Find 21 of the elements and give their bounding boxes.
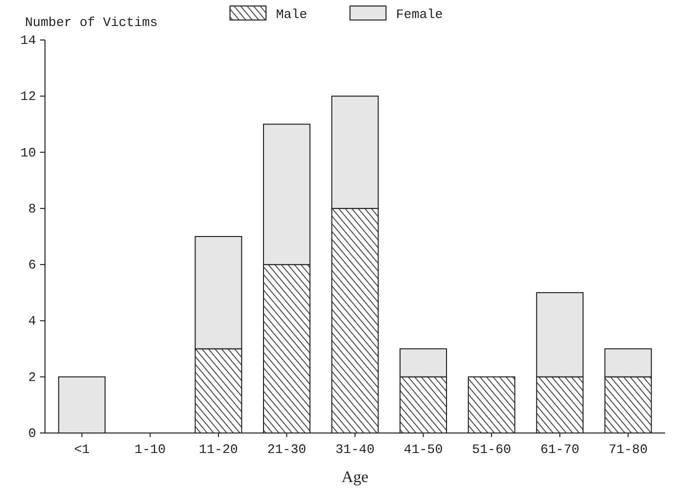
y-tick-label: 10 — [20, 145, 36, 160]
y-tick-label: 8 — [28, 201, 36, 216]
y-tick-label: 2 — [28, 370, 36, 385]
y-tick-label: 12 — [20, 89, 36, 104]
x-tick-label: 41-50 — [404, 442, 443, 457]
x-axis-title: Age — [342, 469, 368, 486]
x-tick-label: <1 — [74, 442, 90, 457]
x-tick-label: 21-30 — [267, 442, 306, 457]
legend-label: Female — [396, 7, 443, 22]
x-tick-label: 11-20 — [198, 442, 238, 457]
legend-label: Male — [276, 7, 308, 22]
y-axis-title: Number of Victims — [25, 15, 158, 30]
y-tick-label: 14 — [20, 33, 36, 48]
x-tick-label: 1-10 — [134, 442, 166, 457]
y-tick-label: 0 — [28, 426, 36, 441]
x-tick-label: 31-40 — [335, 442, 375, 457]
y-tick-label: 6 — [28, 258, 36, 273]
x-tick-label: 51-60 — [472, 442, 512, 457]
x-tick-label: 61-70 — [540, 442, 580, 457]
y-tick-label: 4 — [28, 314, 36, 329]
x-tick-label: 71-80 — [608, 442, 648, 457]
